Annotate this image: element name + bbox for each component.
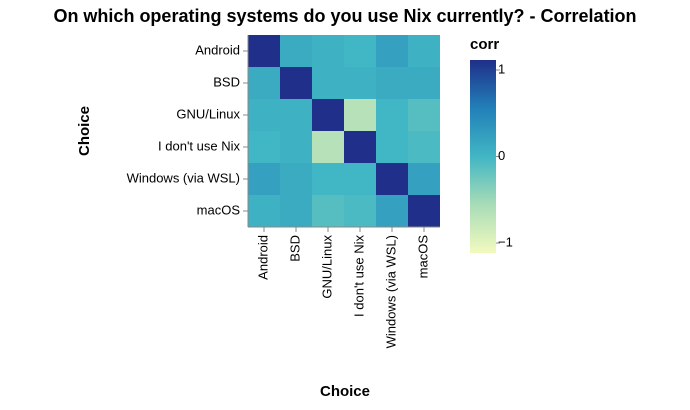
heatmap-cell [344,35,376,67]
x-tick-label: BSD [287,235,302,262]
heatmap-cell [344,195,376,227]
heatmap-cell [408,99,440,131]
heatmap-cell [248,35,280,67]
colorbar-tick-label: 1 [498,61,505,76]
heatmap-cell [344,99,376,131]
heatmap-cell [312,35,344,67]
heatmap-cell [248,67,280,99]
heatmap-cell [312,195,344,227]
heatmap-cell [408,163,440,195]
x-tick-label: I don't use Nix [351,235,366,317]
heatmap-cell [376,163,408,195]
heatmap-cell [312,99,344,131]
x-tick-label: Android [255,235,270,280]
heatmap-cell [408,195,440,227]
heatmap-cell [280,163,312,195]
heatmap-cell [248,131,280,163]
heatmap-cell [312,67,344,99]
heatmap-cell [248,163,280,195]
y-tick-label: Android [195,42,240,57]
heatmap-cell [376,131,408,163]
heatmap-cell [376,195,408,227]
heatmap-cell [280,195,312,227]
heatmap-cell [408,131,440,163]
x-tick-label: GNU/Linux [319,235,334,299]
heatmap-cell [376,67,408,99]
heatmap-cell [248,99,280,131]
heatmap-cell [408,35,440,67]
heatmap-cell [280,131,312,163]
x-axis-title: Choice [320,383,370,400]
heatmap-cell [280,99,312,131]
heatmap-cell [344,67,376,99]
heatmap-cell [280,35,312,67]
heatmap-cell [408,67,440,99]
y-axis-title: Choice [76,106,93,156]
heatmap-cell [344,131,376,163]
heatmap-cell [248,195,280,227]
x-tick-label: macOS [415,235,430,279]
y-tick-label: BSD [213,74,240,89]
colorbar-tick-label: 0 [498,148,505,163]
heatmap-cell [376,35,408,67]
heatmap-cell [344,163,376,195]
heatmap-cell [280,67,312,99]
colorbar-tick-label: −1 [498,234,513,249]
y-tick-label: GNU/Linux [176,106,240,121]
heatmap-cell [312,131,344,163]
chart-title: On which operating systems do you use Ni… [53,6,636,26]
heatmap-cell [312,163,344,195]
x-tick-label: Windows (via WSL) [383,235,398,348]
y-tick-label: Windows (via WSL) [127,170,240,185]
colorbar [470,60,496,253]
legend-title: corr [470,36,499,53]
y-tick-label: macOS [197,202,241,217]
heatmap-cell [376,99,408,131]
y-tick-label: I don't use Nix [158,138,240,153]
